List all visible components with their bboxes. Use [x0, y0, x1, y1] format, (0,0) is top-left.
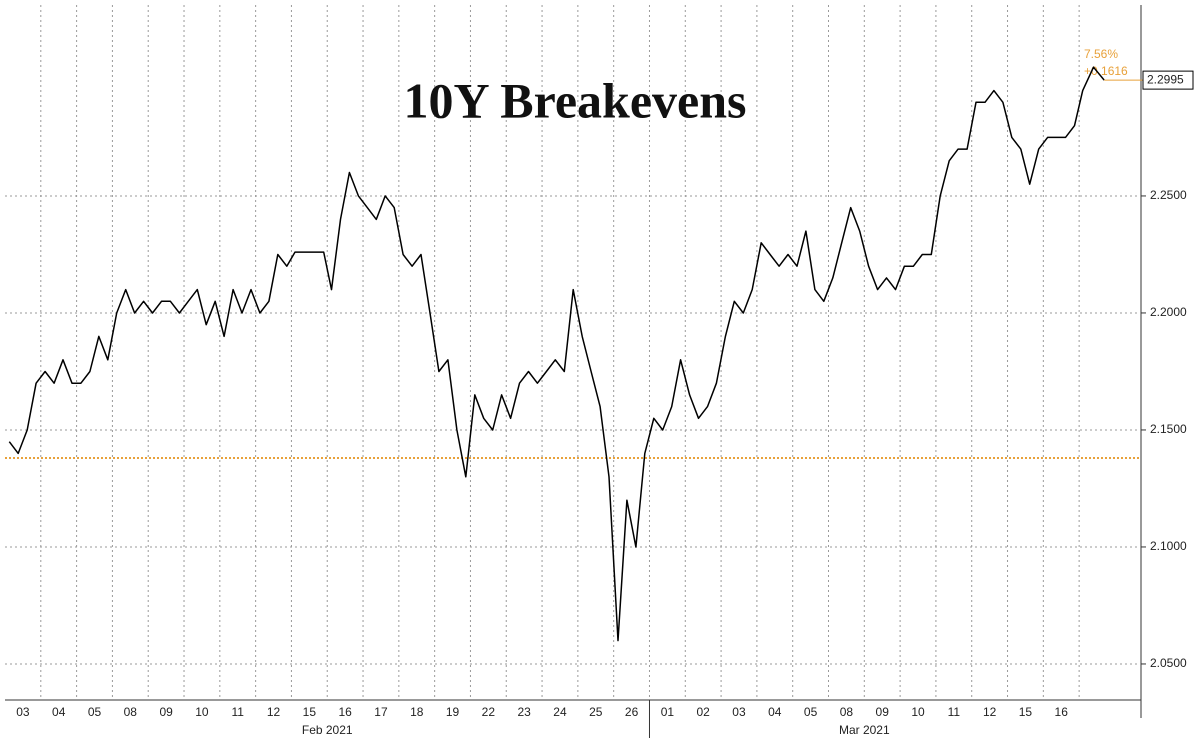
x-tick-label: 22 — [482, 705, 496, 719]
x-tick-label: 04 — [52, 705, 66, 719]
x-tick-label: 25 — [589, 705, 603, 719]
last-value-box — [1142, 70, 1194, 90]
x-tick-label: 05 — [804, 705, 818, 719]
x-tick-label: 03 — [16, 705, 30, 719]
last-value-label: 2.2995 — [1147, 72, 1184, 86]
x-tick-label: 15 — [303, 705, 317, 719]
y-tick-label: 2.1000 — [1150, 539, 1187, 553]
x-tick-label: 08 — [124, 705, 138, 719]
x-tick-label: 04 — [768, 705, 782, 719]
change: +0.1616 — [1084, 64, 1128, 78]
x-tick-label: 15 — [1019, 705, 1033, 719]
x-tick-label: 16 — [1055, 705, 1069, 719]
x-tick-label: 12 — [983, 705, 997, 719]
x-tick-label: 01 — [661, 705, 675, 719]
x-tick-label: 08 — [840, 705, 854, 719]
x-tick-label: 17 — [374, 705, 388, 719]
x-tick-label: 12 — [267, 705, 281, 719]
x-tick-label: 11 — [231, 705, 244, 719]
x-tick-label: 09 — [876, 705, 890, 719]
x-tick-label: 23 — [517, 705, 531, 719]
change-percent: 7.56% — [1084, 47, 1118, 61]
y-tick-label: 2.0500 — [1150, 656, 1187, 670]
x-group-label: Feb 2021 — [302, 723, 353, 737]
data-line — [8, 66, 1105, 642]
x-tick-label: 10 — [911, 705, 925, 719]
x-tick-label: 18 — [410, 705, 424, 719]
y-tick-label: 2.2000 — [1150, 305, 1187, 319]
x-tick-label: 02 — [697, 705, 711, 719]
x-tick-label: 16 — [338, 705, 352, 719]
y-tick-label: 2.1500 — [1150, 422, 1187, 436]
x-tick-label: 10 — [195, 705, 209, 719]
x-tick-label: 26 — [625, 705, 639, 719]
x-tick-label: 11 — [948, 705, 961, 719]
chart-title: 10Y Breakevens — [403, 72, 746, 128]
x-tick-label: 19 — [446, 705, 460, 719]
x-tick-label: 03 — [732, 705, 746, 719]
x-tick-label: 09 — [159, 705, 173, 719]
x-tick-label: 24 — [553, 705, 567, 719]
y-tick-label: 2.2500 — [1150, 188, 1187, 202]
x-tick-label: 05 — [88, 705, 102, 719]
x-group-label: Mar 2021 — [839, 723, 890, 737]
